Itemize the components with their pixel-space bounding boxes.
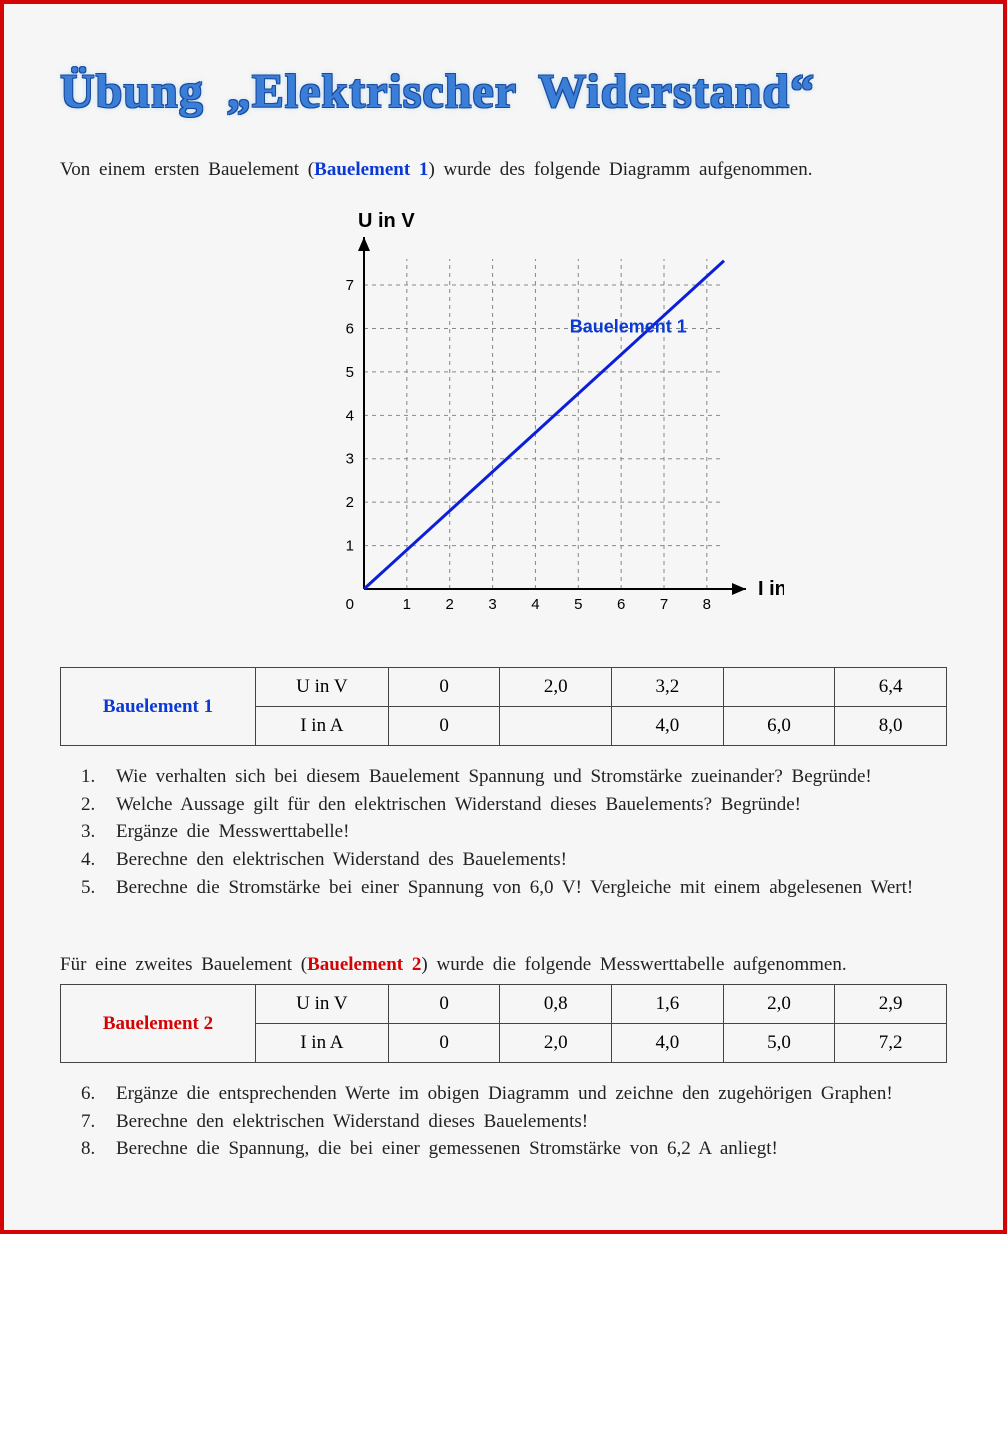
intro-1-highlight: Bauelement 1 (314, 159, 428, 180)
questions-list-1: Wie verhalten sich bei diesem Bauelement… (60, 764, 947, 900)
intro-2-pre: Für eine zweites Bauelement ( (60, 954, 307, 975)
table-cell: 2,0 (500, 1024, 612, 1063)
table-cell: 7,2 (835, 1024, 947, 1063)
table-cell: 1,6 (612, 985, 724, 1024)
svg-text:2: 2 (345, 494, 353, 511)
question-item: Berechne die Spannung, die bei einer gem… (104, 1136, 947, 1162)
svg-text:5: 5 (345, 364, 353, 381)
table-row-label: U in V (255, 668, 388, 707)
table-row-label: I in A (255, 1024, 388, 1063)
svg-text:3: 3 (345, 451, 353, 468)
table-cell (500, 707, 612, 746)
svg-text:U in V: U in V (358, 210, 415, 232)
svg-text:6: 6 (345, 320, 353, 337)
intro-2: Für eine zweites Bauelement (Bauelement … (60, 954, 947, 976)
svg-text:4: 4 (531, 596, 539, 613)
table-row-header: Bauelement 1 (61, 668, 256, 746)
svg-text:Bauelement 1: Bauelement 1 (569, 316, 686, 336)
svg-text:4: 4 (345, 407, 353, 424)
svg-text:6: 6 (616, 596, 624, 613)
question-item: Ergänze die entsprechenden Werte im obig… (104, 1081, 947, 1107)
table-cell: 2,0 (723, 985, 835, 1024)
table-cell: 6,0 (723, 707, 835, 746)
table-cell: 3,2 (612, 668, 724, 707)
table-row-label: U in V (255, 985, 388, 1024)
table-bauelement-2: Bauelement 2U in V00,81,62,02,9I in A02,… (60, 984, 947, 1063)
intro-2-highlight: Bauelement 2 (307, 954, 421, 975)
table-row-label: I in A (255, 707, 388, 746)
page-title: Übung „Elektrischer Widerstand“ (60, 64, 947, 119)
svg-text:2: 2 (445, 596, 453, 613)
chart-container: 1 2 3 4 5 6 7 8 1 2 3 4 5 6 7 0 U in V I in A Bauelement 1 (60, 189, 947, 649)
table-cell: 0 (388, 707, 500, 746)
table-cell (723, 668, 835, 707)
svg-text:1: 1 (345, 538, 353, 555)
questions-list-2: Ergänze die entsprechenden Werte im obig… (60, 1081, 947, 1162)
svg-text:I in A: I in A (758, 578, 784, 600)
intro-1-post: ) wurde des folgende Diagramm aufgenomme… (428, 159, 812, 180)
table-cell: 0 (388, 985, 500, 1024)
svg-text:0: 0 (345, 596, 353, 613)
table-cell: 2,9 (835, 985, 947, 1024)
table-cell: 0 (388, 668, 500, 707)
svg-text:5: 5 (574, 596, 582, 613)
table-cell: 0,8 (500, 985, 612, 1024)
svg-text:7: 7 (659, 596, 667, 613)
table-cell: 2,0 (500, 668, 612, 707)
page: Übung „Elektrischer Widerstand“ Von eine… (0, 0, 1007, 1234)
voltage-current-chart: 1 2 3 4 5 6 7 8 1 2 3 4 5 6 7 0 U in V I in A Bauelement 1 (224, 189, 784, 649)
table-cell: 8,0 (835, 707, 947, 746)
intro-1: Von einem ersten Bauelement (Bauelement … (60, 159, 947, 181)
table-cell: 4,0 (612, 707, 724, 746)
svg-text:3: 3 (488, 596, 496, 613)
question-item: Welche Aussage gilt für den elektrischen… (104, 792, 947, 818)
table-bauelement-1: Bauelement 1U in V02,03,2 6,4 I in A0 4,06,… (60, 667, 947, 746)
svg-text:7: 7 (345, 277, 353, 294)
question-item: Berechne den elektrischen Widerstand des… (104, 847, 947, 873)
question-item: Berechne den elektrischen Widerstand die… (104, 1109, 947, 1135)
question-item: Ergänze die Messwerttabelle! (104, 819, 947, 845)
intro-2-post: ) wurde die folgende Messwerttabelle auf… (421, 954, 846, 975)
question-item: Wie verhalten sich bei diesem Bauelement… (104, 764, 947, 790)
svg-text:8: 8 (702, 596, 710, 613)
svg-text:1: 1 (402, 596, 410, 613)
table-cell: 0 (388, 1024, 500, 1063)
intro-1-pre: Von einem ersten Bauelement ( (60, 159, 314, 180)
question-item: Berechne die Stromstärke bei einer Spann… (104, 875, 947, 901)
table-cell: 4,0 (612, 1024, 724, 1063)
table-row-header: Bauelement 2 (61, 985, 256, 1063)
table-cell: 6,4 (835, 668, 947, 707)
table-cell: 5,0 (723, 1024, 835, 1063)
